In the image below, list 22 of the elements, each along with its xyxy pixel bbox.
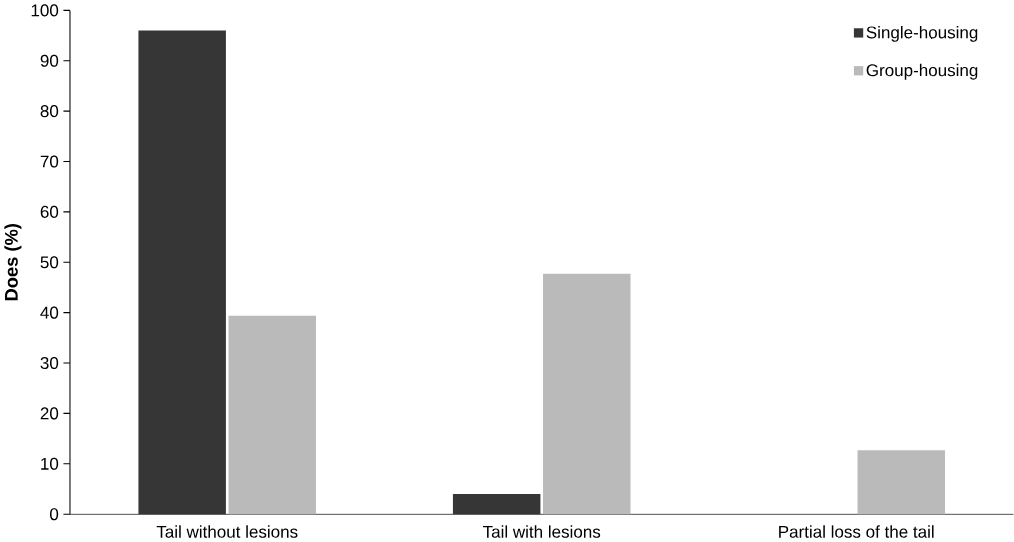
- legend-label: Single-housing: [866, 25, 978, 42]
- bar: [543, 273, 631, 515]
- y-tick-label: 10: [41, 457, 59, 470]
- bar: [452, 493, 541, 515]
- y-tick-label: 40: [40, 306, 59, 319]
- y-tick-label: 20: [40, 407, 59, 420]
- x-tick-label: Partial loss of the tail: [779, 525, 934, 538]
- y-tick-label: 100: [31, 4, 59, 17]
- y-tick-label: 80: [40, 105, 59, 118]
- bar: [228, 315, 317, 515]
- y-tick-label: 30: [40, 356, 59, 369]
- legend-label: Group-housing: [866, 63, 978, 80]
- y-tick-label: 60: [40, 205, 59, 218]
- bar: [857, 450, 946, 515]
- x-tick-label: Tail without lesions: [156, 525, 298, 538]
- bar: [138, 30, 226, 515]
- y-axis-title: Does (%): [4, 223, 22, 301]
- y-tick-label: 70: [40, 155, 59, 168]
- y-tick-label: 90: [40, 54, 59, 67]
- x-tick-label: Tail with lesions: [483, 525, 601, 538]
- y-tick-label: 50: [40, 256, 59, 269]
- y-tick-label: 0: [50, 508, 59, 521]
